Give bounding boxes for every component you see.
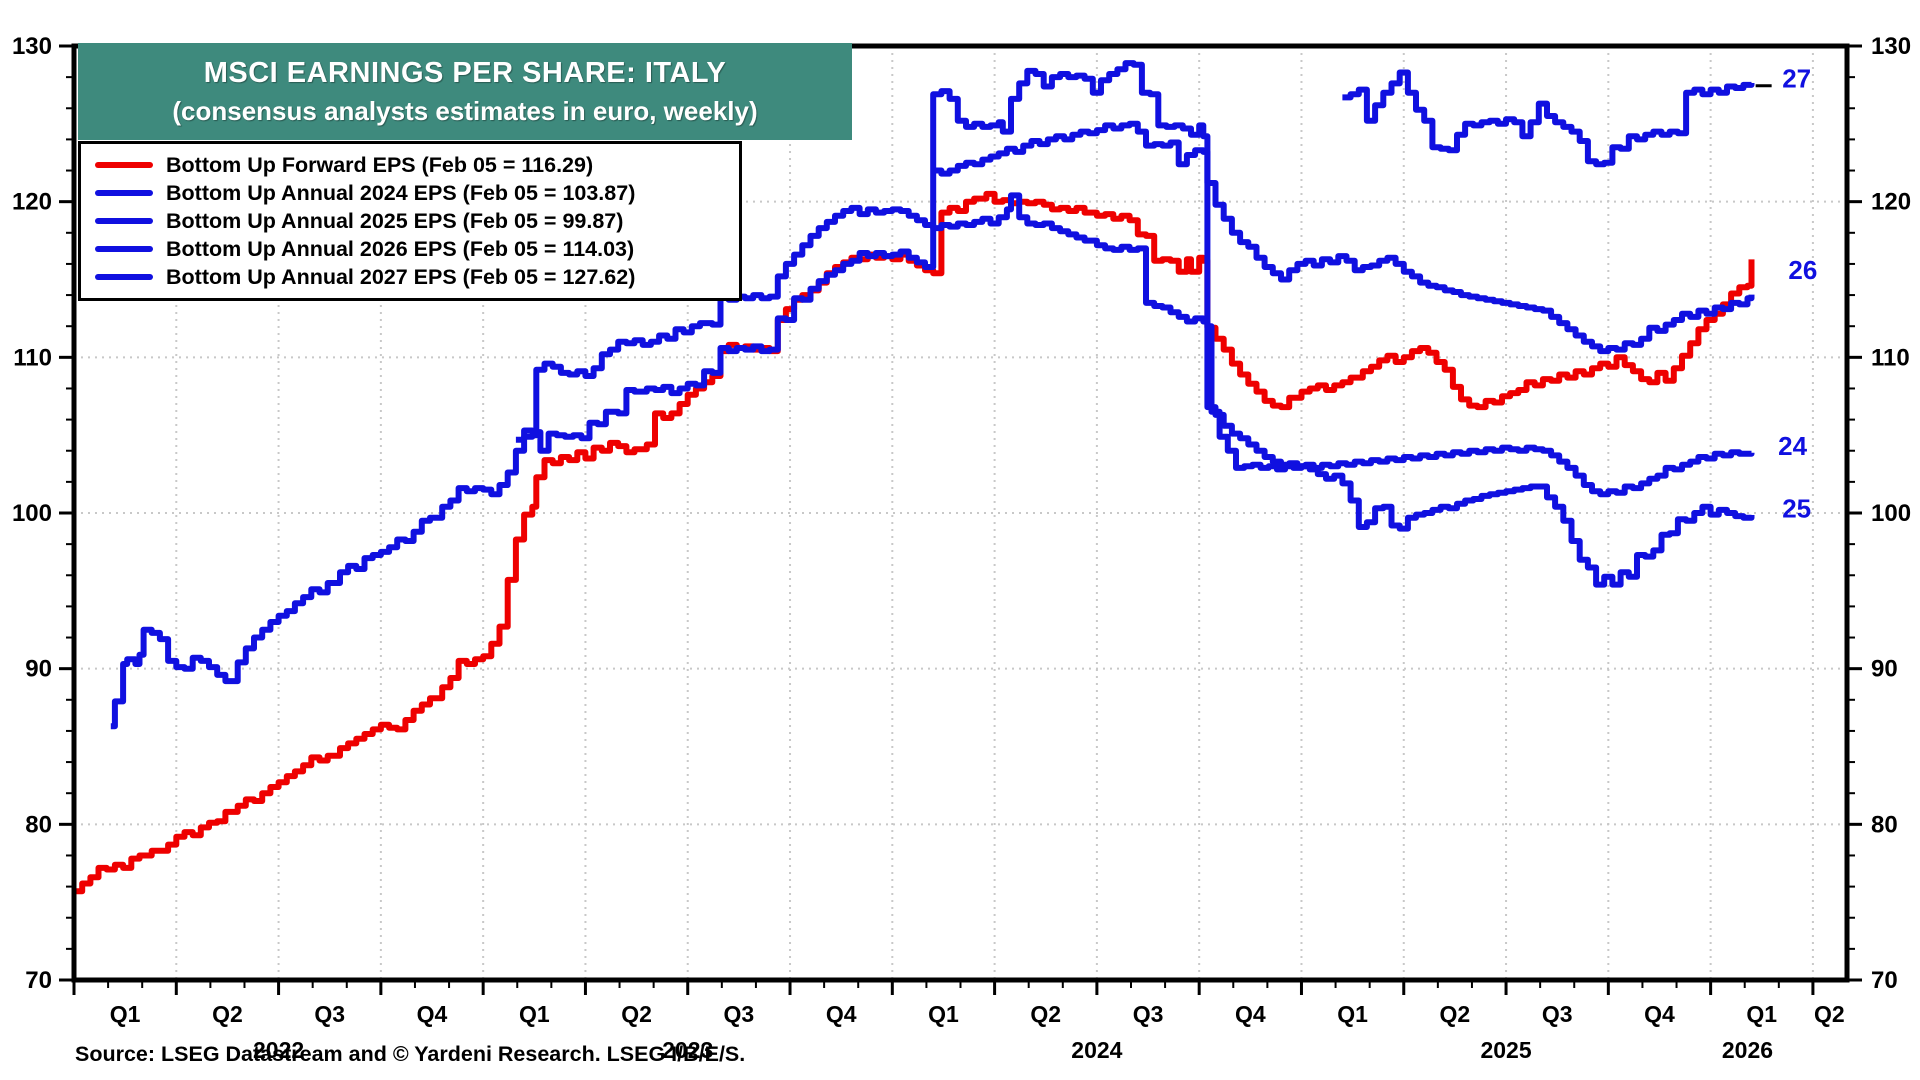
legend-item-2: Bottom Up Annual 2025 EPS (Feb 05 = 99.8… bbox=[95, 207, 729, 235]
x-quarter-label: Q2 bbox=[212, 1001, 243, 1027]
x-year-label-2022: 2022 bbox=[253, 1037, 304, 1063]
series-line-bottom-up-annual-2027-eps bbox=[1342, 69, 1755, 168]
x-quarter-label: Q3 bbox=[724, 1001, 755, 1027]
x-quarter-label: Q1 bbox=[110, 1001, 141, 1027]
x-quarter-label: Q3 bbox=[1542, 1001, 1573, 1027]
x-year-label-2026: 2026 bbox=[1722, 1037, 1773, 1063]
x-quarter-label: Q4 bbox=[1235, 1001, 1266, 1027]
y-axis-label-left-90: 90 bbox=[25, 656, 52, 683]
source-attribution: Source: LSEG Datastream and © Yardeni Re… bbox=[75, 1042, 746, 1066]
chart-legend: Bottom Up Forward EPS (Feb 05 = 116.29) B… bbox=[78, 141, 742, 301]
legend-line-swatch bbox=[95, 190, 153, 196]
legend-line-swatch bbox=[95, 246, 153, 252]
y-axis-label-left-70: 70 bbox=[25, 967, 52, 994]
x-quarter-label: Q4 bbox=[826, 1001, 857, 1027]
legend-item-0: Bottom Up Forward EPS (Feb 05 = 116.29) bbox=[95, 151, 729, 179]
legend-item-1: Bottom Up Annual 2024 EPS (Feb 05 = 103.… bbox=[95, 179, 729, 207]
series-end-label-25: 25 bbox=[1782, 493, 1811, 523]
legend-item-label: Bottom Up Annual 2027 EPS (Feb 05 = 127.… bbox=[166, 264, 636, 289]
x-year-label-2024: 2024 bbox=[1071, 1037, 1122, 1063]
legend-item-label: Bottom Up Forward EPS (Feb 05 = 116.29) bbox=[166, 152, 594, 177]
y-axis-label-right-100: 100 bbox=[1871, 500, 1911, 527]
series-line-bottom-up-annual-2026-eps bbox=[933, 120, 1755, 355]
y-axis-label-right-120: 120 bbox=[1871, 189, 1911, 216]
chart-subtitle: (consensus analysts estimates in euro, w… bbox=[172, 95, 758, 126]
x-quarter-label: Q1 bbox=[519, 1001, 550, 1027]
x-quarter-label: Q1 bbox=[1337, 1001, 1368, 1027]
legend-item-3: Bottom Up Annual 2026 EPS (Feb 05 = 114.… bbox=[95, 235, 729, 263]
x-quarter-label: Q2 bbox=[621, 1001, 652, 1027]
x-quarter-label: Q2 bbox=[1030, 1001, 1061, 1027]
x-quarter-label: Q1 bbox=[1746, 1001, 1777, 1027]
y-axis-label-left-80: 80 bbox=[25, 811, 52, 838]
chart-title: MSCI EARNINGS PER SHARE: ITALY bbox=[203, 56, 727, 89]
y-axis-label-left-120: 120 bbox=[12, 189, 52, 216]
x-year-label-2023: 2023 bbox=[662, 1037, 713, 1063]
x-year-label-2025: 2025 bbox=[1480, 1037, 1531, 1063]
x-quarter-label: Q2 bbox=[1440, 1001, 1471, 1027]
legend-item-label: Bottom Up Annual 2024 EPS (Feb 05 = 103.… bbox=[166, 180, 636, 205]
series-line-bottom-up-annual-2025-eps bbox=[515, 60, 1755, 588]
x-quarter-label: Q4 bbox=[1644, 1001, 1675, 1027]
x-quarter-label: Q2 bbox=[1814, 1001, 1845, 1027]
legend-line-swatch bbox=[95, 162, 153, 168]
y-axis-label-right-70: 70 bbox=[1871, 967, 1898, 994]
y-axis-label-right-130: 130 bbox=[1871, 33, 1911, 60]
legend-item-label: Bottom Up Annual 2025 EPS (Feb 05 = 99.8… bbox=[166, 208, 624, 233]
legend-line-swatch bbox=[95, 274, 153, 280]
legend-item-4: Bottom Up Annual 2027 EPS (Feb 05 = 127.… bbox=[95, 263, 729, 291]
y-axis-label-left-130: 130 bbox=[12, 33, 52, 60]
y-axis-label-right-110: 110 bbox=[1871, 344, 1910, 371]
series-end-label-27: 27 bbox=[1782, 64, 1811, 94]
x-quarter-label: Q3 bbox=[314, 1001, 345, 1027]
y-axis-label-left-110: 110 bbox=[13, 344, 52, 371]
chart-title-banner: MSCI EARNINGS PER SHARE: ITALY (consensu… bbox=[78, 43, 852, 140]
legend-line-swatch bbox=[95, 218, 153, 224]
x-quarter-label: Q1 bbox=[928, 1001, 959, 1027]
x-quarter-label: Q3 bbox=[1133, 1001, 1164, 1027]
y-axis-label-left-100: 100 bbox=[12, 500, 52, 527]
y-axis-label-right-80: 80 bbox=[1871, 811, 1898, 838]
legend-item-label: Bottom Up Annual 2026 EPS (Feb 05 = 114.… bbox=[166, 236, 635, 261]
x-quarter-label: Q4 bbox=[417, 1001, 448, 1027]
y-axis-label-right-90: 90 bbox=[1871, 656, 1898, 683]
series-end-label-26: 26 bbox=[1788, 255, 1817, 285]
series-end-label-24: 24 bbox=[1778, 431, 1807, 461]
